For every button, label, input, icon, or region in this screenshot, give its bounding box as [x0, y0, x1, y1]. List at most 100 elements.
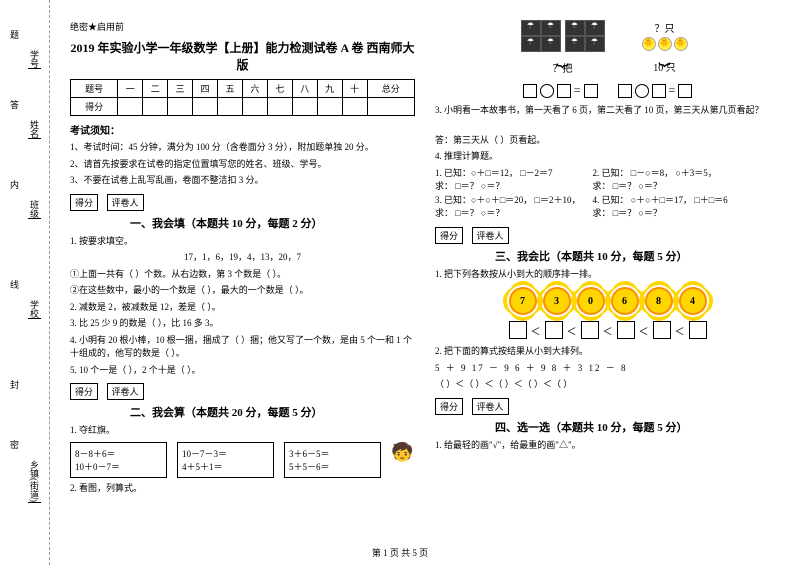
brace-icon: ⏟: [521, 52, 605, 60]
hex-blank: [653, 321, 671, 339]
flower: 7: [509, 287, 537, 315]
cell: 得分: [71, 98, 118, 116]
bind-mark: 题: [8, 30, 21, 39]
hex-blank: [581, 321, 599, 339]
q1b: ②在这些数中，最小的一个数是（ ），最大的一个数是（ ）。: [70, 284, 415, 298]
marker-label: 评卷人: [472, 398, 509, 415]
bind-field-town: 乡镇(街道): [28, 460, 41, 503]
bind-field-id: 学号: [28, 50, 41, 69]
cell: 三: [168, 80, 193, 98]
cell: 五: [218, 80, 243, 98]
table-row: 得分: [71, 98, 415, 116]
bind-mark: 内: [8, 180, 21, 189]
content-area: 绝密★启用前 2019 年实验小学一年级数学【上册】能力检测试卷 A 卷 西南师…: [50, 0, 800, 565]
q3: 3. 比 25 少 9 的数是（ ），比 16 多 3。: [70, 317, 415, 331]
left-column: 绝密★启用前 2019 年实验小学一年级数学【上册】能力检测试卷 A 卷 西南师…: [60, 20, 425, 555]
cell: 题号: [71, 80, 118, 98]
notice-header: 考试须知：: [70, 122, 415, 137]
s2q1: 1. 夺红旗。: [70, 424, 415, 438]
bind-field-class: 班级: [28, 200, 41, 219]
umbrella-group: ☂☂☂☂ ☂☂☂☂ ⏟ ？把: [521, 20, 605, 75]
expr: 4＋5＋1＝: [182, 460, 269, 473]
expr: 10＋0－7＝: [75, 460, 162, 473]
cell: 一: [118, 80, 143, 98]
q1: 1. 按要求填空。: [70, 235, 415, 249]
calc-cell: 3＋6－5＝ 5＋5－6＝: [284, 442, 381, 478]
marker-label: 评卷人: [107, 194, 144, 211]
flower: 6: [611, 287, 639, 315]
q1a: ①上面一共有（ ）个数。从右边数，第 3 个数是（ ）。: [70, 268, 415, 282]
line: 2. 已知： □－○＝8， ○＋3＝5，: [593, 167, 728, 181]
s3q1: 1. 把下列各数按从小到大的顺序排一排。: [435, 268, 780, 282]
s2q3ans: 答：第三天从（ ）页看起。: [435, 134, 780, 148]
bind-mark: 封: [8, 380, 21, 389]
umb-label-q: ？只: [635, 20, 695, 35]
calc-row: 8－8＋6＝ 10＋0－7＝ 10－7－3＝ 4＋5＋1＝ 3＋6－5＝ 5＋5…: [70, 442, 415, 478]
hex-blank: [617, 321, 635, 339]
q4-left: 1. 已知：○＋□＝12， □－2＝7 求： □＝？ ○＝？ 3. 已知：○＋○…: [435, 167, 581, 221]
flower: 4: [679, 287, 707, 315]
score-marker-box: 得分 评卷人: [70, 194, 415, 211]
q2: 2. 减数是 2，被减数是 12，差是（ ）。: [70, 301, 415, 315]
q1-seq: 17，1，6，19，4，13，20，7: [70, 251, 415, 265]
cell: 二: [143, 80, 168, 98]
flower-row: 7 3 0 6 8 4: [435, 287, 780, 315]
expr: 8－8＋6＝: [75, 447, 162, 460]
notice-item: 1、考试时间：45 分钟，满分为 100 分（含卷面分 3 分），附加题单独 2…: [70, 141, 415, 155]
hex-blank: [689, 321, 707, 339]
cell: 总分: [367, 80, 414, 98]
flower: 8: [645, 287, 673, 315]
umb-label-r: 10 只: [635, 59, 695, 74]
score-table: 题号 一 二 三 四 五 六 七 八 九 十 总分 得分: [70, 79, 415, 116]
line: 求： □＝？ ○＝？: [593, 180, 728, 194]
line: 1. 已知：○＋□＝12， □－2＝7: [435, 167, 581, 181]
s2q3: 3. 小明看一本故事书，第一天看了 6 页，第二天看了 10 页，第三天从第几页…: [435, 104, 780, 118]
hex-blank: [545, 321, 563, 339]
brace-icon: ⏟: [635, 51, 695, 59]
expr: 10－7－3＝: [182, 447, 269, 460]
flower: 0: [577, 287, 605, 315]
right-column: ☂☂☂☂ ☂☂☂☂ ⏟ ？把 ？只 🐥🐥🐥 ⏟ 10 只: [425, 20, 790, 555]
marker-label: 评卷人: [472, 227, 509, 244]
notice-item: 2、请首先按要求在试卷的指定位置填写您的姓名、班级、学号。: [70, 158, 415, 172]
q5: 5. 10 个一是（ ），2 个十是（ ）。: [70, 364, 415, 378]
flag-icon: 🧒: [391, 442, 415, 478]
binding-strip: 题 学号 答 姓名 内 班级 线 学校 封 密 乡镇(街道): [0, 0, 50, 565]
secret-label: 绝密★启用前: [70, 20, 415, 33]
section-4-title: 四、选一选（本题共 10 分，每题 5 分）: [495, 419, 780, 435]
cell: 七: [267, 80, 292, 98]
calc-cell: 10－7－3＝ 4＋5＋1＝: [177, 442, 274, 478]
bind-field-name: 姓名: [28, 120, 41, 139]
q4: 4. 小明有 20 根小棒，10 根一捆，捆成了（ ）捆；他又写了一个数，是由 …: [70, 334, 415, 361]
bind-field-school: 学校: [28, 300, 41, 319]
line: 求： □＝？ ○＝？: [435, 207, 581, 221]
q4-right: 2. 已知： □－○＝8， ○＋3＝5， 求： □＝？ ○＝？ 4. 已知： ○…: [593, 167, 728, 221]
bind-mark: 密: [8, 440, 21, 449]
section-3-title: 三、我会比（本题共 10 分，每题 5 分）: [495, 248, 780, 264]
score-marker-box: 得分 评卷人: [435, 398, 780, 415]
expr: 3＋6－5＝: [289, 447, 376, 460]
s2q2: 2. 看图，列算式。: [70, 482, 415, 496]
line: 3. 已知：○＋○＋□＝20， □＝2＋10，: [435, 194, 581, 208]
page-footer: 第 1 页 共 5 页: [0, 546, 800, 559]
cell: 九: [317, 80, 342, 98]
s3q2: 2. 把下面的算式按结果从小到大排列。: [435, 345, 780, 359]
expr: 5＋5－6＝: [289, 460, 376, 473]
hex-row: ＜ ＜ ＜ ＜ ＜: [435, 321, 780, 339]
cell: 十: [342, 80, 367, 98]
q4-cols: 1. 已知：○＋□＝12， □－2＝7 求： □＝？ ○＝？ 3. 已知：○＋○…: [435, 167, 780, 221]
cell: 六: [242, 80, 267, 98]
s3q2expr: 5 ＋ 9 17 － 9 6 ＋ 9 8 ＋ 3 12 － 8: [435, 362, 780, 376]
calc-cell: 8－8＋6＝ 10＋0－7＝: [70, 442, 167, 478]
q2-visual: ☂☂☂☂ ☂☂☂☂ ⏟ ？把 ？只 🐥🐥🐥 ⏟ 10 只: [435, 20, 780, 75]
umb-label-l: ？把: [521, 60, 605, 75]
s4q1: 1. 给最轻的画"√"，给最重的画"△"。: [435, 439, 780, 453]
score-label: 得分: [70, 194, 98, 211]
exam-page: 题 学号 答 姓名 内 班级 线 学校 封 密 乡镇(街道) 绝密★启用前 20…: [0, 0, 800, 565]
score-label: 得分: [70, 383, 98, 400]
line: 求： □＝？ ○＝？: [593, 207, 728, 221]
score-marker-box: 得分 评卷人: [70, 383, 415, 400]
section-1-title: 一、我会填（本题共 10 分，每题 2 分）: [130, 215, 415, 231]
s3q2blank: （ ）＜（ ）＜（ ）＜（ ）＜（ ）: [435, 378, 780, 392]
table-row: 题号 一 二 三 四 五 六 七 八 九 十 总分: [71, 80, 415, 98]
